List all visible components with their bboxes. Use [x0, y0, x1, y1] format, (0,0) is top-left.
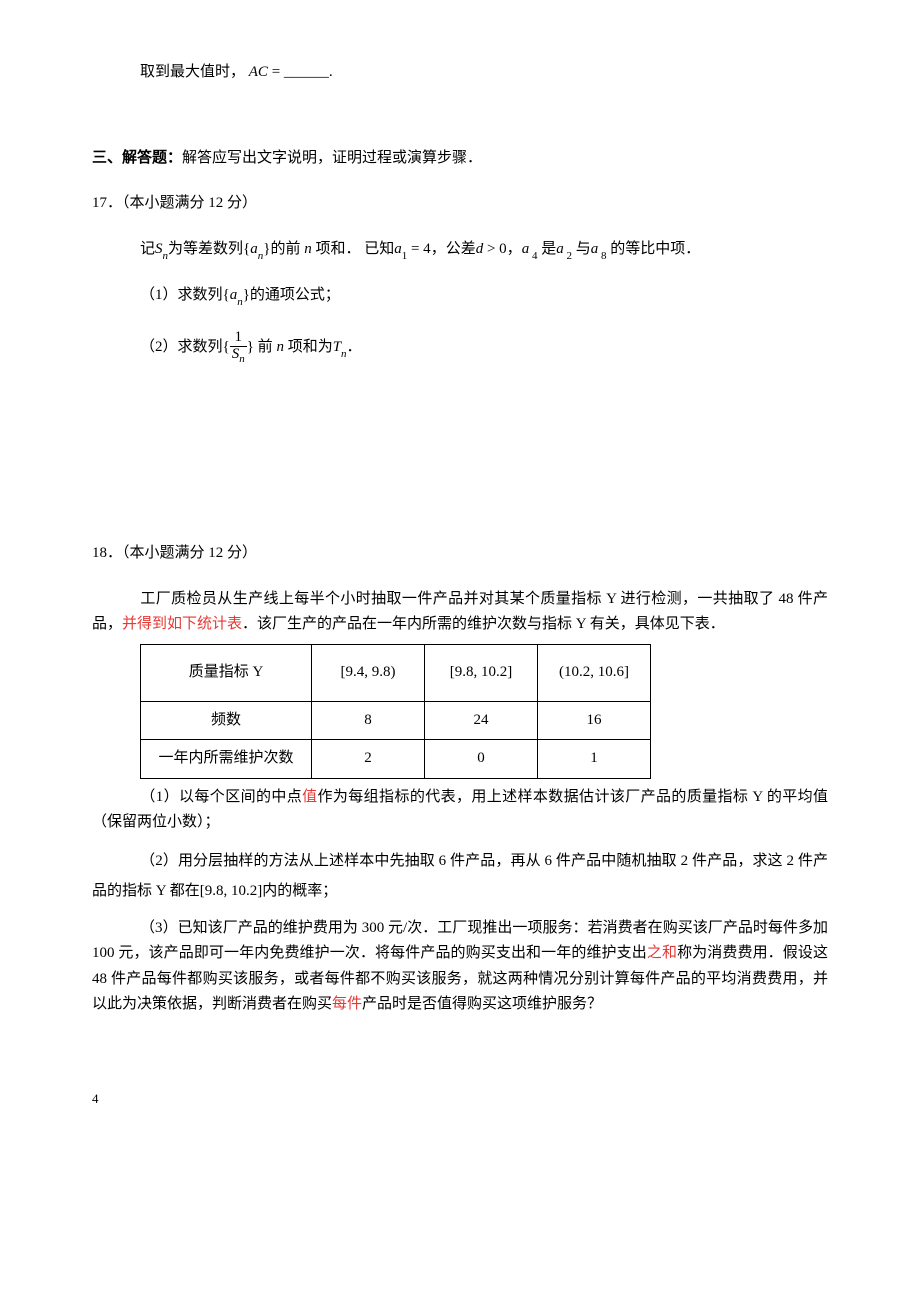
- Tn-T: T: [333, 339, 341, 355]
- frac-num: 1: [230, 330, 247, 346]
- an-sub: n: [237, 296, 243, 308]
- q16-var: AC: [249, 64, 268, 80]
- table-cell: 0: [425, 740, 538, 779]
- text-red: 值: [302, 789, 317, 805]
- table-cell: 频数: [141, 701, 312, 740]
- section-3-desc: 解答应写出文字说明，证明过程或演算步骤．: [182, 150, 482, 166]
- rbrace: }: [247, 339, 254, 355]
- q16-fragment: 取到最大值时， AC = ______.: [92, 60, 828, 86]
- table-row: 频数 8 24 16: [141, 701, 651, 740]
- text: 为等差数列: [168, 241, 243, 257]
- q16-period: .: [329, 64, 333, 80]
- spacer: [92, 310, 828, 330]
- text-red: 每件: [332, 996, 362, 1012]
- text-red: 并得到如下统计表: [122, 616, 242, 632]
- text: ，公差: [431, 241, 476, 257]
- a1-a: a: [394, 241, 402, 257]
- q17-part2: （2）求数列{1Sn} 前 n 项和为Tn．: [92, 330, 828, 365]
- section-3-header: 三、解答题：解答应写出文字说明，证明过程或演算步骤．: [92, 146, 828, 172]
- n-var: n: [273, 339, 288, 355]
- q18-para1: 工厂质检员从生产线上每半个小时抽取一件产品并对其某个质量指标 Y 进行检测，一共…: [92, 587, 828, 638]
- text: 内的概率；: [262, 883, 337, 899]
- q18-part1: （1）以每个区间的中点值作为每组指标的代表，用上述样本数据估计该厂产品的质量指标…: [92, 785, 828, 836]
- q17-number: 17．: [92, 195, 122, 211]
- a4-sub: 4: [529, 250, 537, 262]
- page-number: 4: [92, 1088, 828, 1110]
- Tn-sub: n: [341, 348, 347, 360]
- spacer: [92, 505, 828, 541]
- spacer: [92, 217, 828, 237]
- spacer: [92, 171, 828, 191]
- q17-part1: （1）求数列{an}的通项公式；: [92, 283, 828, 310]
- text: 项和． 已知: [315, 241, 394, 257]
- a1-sub: 1: [402, 250, 408, 262]
- q17-statement: 记Sn为等差数列{an}的前 n 项和． 已知a1 = 4，公差d > 0，a …: [92, 237, 828, 264]
- text: 的通项公式；: [250, 287, 340, 303]
- spacer: [92, 906, 828, 916]
- spacer: [92, 365, 828, 505]
- frac-den-sub: n: [239, 353, 245, 365]
- Sn-S: S: [155, 241, 163, 257]
- spacer: [92, 86, 828, 146]
- n-var: n: [300, 241, 315, 257]
- text: 的前: [270, 241, 300, 257]
- q18-points: （本小题满分 12 分）: [122, 545, 257, 561]
- a8-sub: 8: [598, 250, 606, 262]
- section-3-label: 三、解答题：: [92, 150, 182, 166]
- table-cell: 16: [538, 701, 651, 740]
- table-row: 质量指标 Y [9.4, 9.8) [9.8, 10.2] (10.2, 10.…: [141, 644, 651, 701]
- q16-blank: ______: [284, 64, 329, 80]
- table-cell: 24: [425, 701, 538, 740]
- table-cell: 8: [312, 701, 425, 740]
- text: 记: [140, 241, 155, 257]
- spacer: [92, 836, 828, 846]
- q17-points: （本小题满分 12 分）: [122, 195, 257, 211]
- frac-den: Sn: [230, 346, 247, 366]
- q18-table: 质量指标 Y [9.4, 9.8) [9.8, 10.2] (10.2, 10.…: [140, 644, 651, 779]
- text: 产品时是否值得购买这项维护服务？: [362, 996, 602, 1012]
- text: ．: [347, 339, 362, 355]
- text: 与: [572, 241, 591, 257]
- Sn-sub: n: [163, 250, 169, 262]
- text: 项和为: [288, 339, 333, 355]
- text: 是: [537, 241, 556, 257]
- eq4: = 4: [407, 241, 430, 257]
- fraction: 1Sn: [230, 330, 247, 365]
- text: ，: [507, 241, 522, 257]
- a2-sub: 2: [564, 250, 572, 262]
- q16-text-prefix: 取到最大值时，: [140, 64, 245, 80]
- q16-eq: =: [268, 64, 284, 80]
- q18-part3: （3）已知该厂产品的维护费用为 300 元/次．工厂现推出一项服务：若消费者在购…: [92, 916, 828, 1018]
- spacer: [92, 263, 828, 283]
- q18-header: 18．（本小题满分 12 分）: [92, 541, 828, 567]
- text-red: 之和: [647, 945, 677, 961]
- table-header: [9.8, 10.2]: [425, 644, 538, 701]
- table-cell: 2: [312, 740, 425, 779]
- spacer: [92, 567, 828, 587]
- text: ．该厂生产的产品在一年内所需的维护次数与指标 Y 有关，具体见下表．: [242, 616, 725, 632]
- text: （2）求数列: [140, 339, 223, 355]
- q18-part2: （2）用分层抽样的方法从上述样本中先抽取 6 件产品，再从 6 件产品中随机抽取…: [92, 846, 828, 906]
- text: 前: [254, 339, 273, 355]
- a2-a: a: [556, 241, 564, 257]
- gt0: > 0: [483, 241, 506, 257]
- table-cell: 一年内所需维护次数: [141, 740, 312, 779]
- table-header: 质量指标 Y: [141, 644, 312, 701]
- an-a: a: [250, 241, 258, 257]
- text: （1）以每个区间的中点: [140, 789, 302, 805]
- text: （1）求数列: [140, 287, 223, 303]
- table-header: (10.2, 10.6]: [538, 644, 651, 701]
- text: 的等比中项．: [606, 241, 700, 257]
- table-header: [9.4, 9.8): [312, 644, 425, 701]
- table-row: 一年内所需维护次数 2 0 1: [141, 740, 651, 779]
- range: [9.8, 10.2]: [200, 883, 263, 899]
- q18-number: 18．: [92, 545, 122, 561]
- table-cell: 1: [538, 740, 651, 779]
- rbrace: }: [243, 287, 250, 303]
- q17-header: 17．（本小题满分 12 分）: [92, 191, 828, 217]
- lbrace: {: [223, 287, 230, 303]
- lbrace: {: [223, 339, 230, 355]
- an-sub: n: [258, 250, 264, 262]
